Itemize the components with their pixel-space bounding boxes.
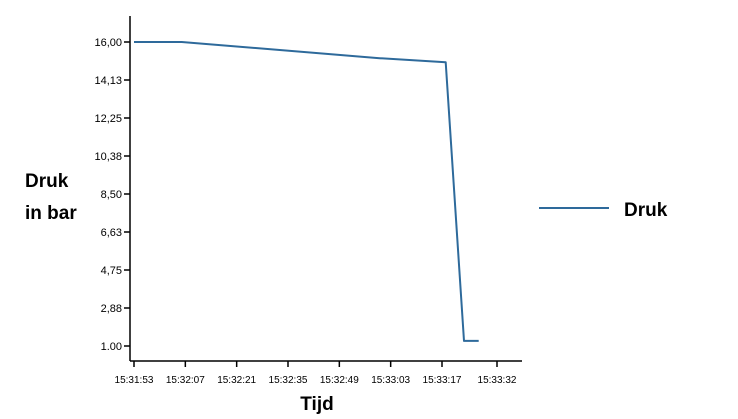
x-tick-label: 15:32:21 bbox=[217, 375, 256, 386]
y-tick-label: 4,75 bbox=[101, 265, 122, 277]
y-tick-label: 16,00 bbox=[94, 37, 122, 49]
y-tick-label: 2,88 bbox=[101, 303, 122, 315]
x-axis: 15:31:53 15:32:07 15:32:21 15:32:35 15:32:49… bbox=[115, 360, 522, 386]
x-tick-label: 15:31:53 bbox=[115, 375, 154, 386]
x-tick-label: 15:33:17 bbox=[423, 375, 462, 386]
x-axis-title: Tijd bbox=[300, 394, 333, 415]
x-tick-label: 15:32:35 bbox=[269, 375, 308, 386]
x-tick-label: 15:32:49 bbox=[320, 375, 359, 386]
y-tick-label: 6,63 bbox=[101, 227, 122, 239]
plot-area bbox=[134, 41, 479, 342]
y-axis-title-line1: Druk bbox=[25, 171, 69, 192]
y-axis: 16,00 14,13 12,25 10,38 8,50 6,63 4,75 2,88 1.00 bbox=[94, 16, 131, 361]
x-tick-label: 15:32:07 bbox=[166, 375, 205, 386]
y-tick-label: 10,38 bbox=[94, 151, 122, 163]
series-line-druk bbox=[134, 41, 479, 342]
x-tick-label: 15:33:32 bbox=[478, 375, 517, 386]
y-tick-label: 1.00 bbox=[101, 341, 122, 353]
y-axis-title-line2: in bar bbox=[25, 203, 77, 224]
x-tick-label: 15:33:03 bbox=[371, 375, 410, 386]
y-tick-label: 14,13 bbox=[94, 75, 122, 87]
legend-label-druk: Druk bbox=[624, 200, 668, 221]
y-tick-label: 8,50 bbox=[101, 189, 122, 201]
legend: Druk bbox=[539, 200, 668, 221]
y-tick-label: 12,25 bbox=[94, 113, 122, 125]
